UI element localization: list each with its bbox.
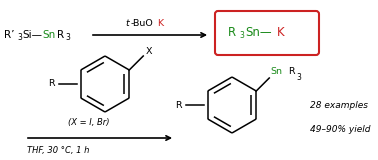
Text: -BuO: -BuO <box>131 19 154 28</box>
Text: Sn: Sn <box>270 68 282 76</box>
Text: THF, 30 °C, 1 h: THF, 30 °C, 1 h <box>27 145 89 155</box>
Text: R: R <box>57 30 64 40</box>
Text: Sn: Sn <box>42 30 55 40</box>
Text: (X = I, Br): (X = I, Br) <box>68 117 110 127</box>
Text: 3: 3 <box>296 72 301 81</box>
Text: R: R <box>175 100 182 109</box>
Text: 49–90% yield: 49–90% yield <box>310 125 370 135</box>
Text: R: R <box>228 27 236 40</box>
Text: 28 examples: 28 examples <box>310 100 368 109</box>
Text: 3: 3 <box>65 33 70 43</box>
Text: Si—: Si— <box>22 30 42 40</box>
Text: R: R <box>288 68 295 76</box>
FancyBboxPatch shape <box>215 11 319 55</box>
Text: X: X <box>145 48 152 56</box>
Text: K: K <box>157 19 163 28</box>
Text: Sn—: Sn— <box>245 27 272 40</box>
Text: R: R <box>48 80 55 88</box>
Text: 3: 3 <box>17 33 22 43</box>
Text: 3: 3 <box>239 32 244 40</box>
Text: t: t <box>125 19 129 28</box>
Text: K: K <box>277 27 285 40</box>
Text: R’: R’ <box>4 30 14 40</box>
